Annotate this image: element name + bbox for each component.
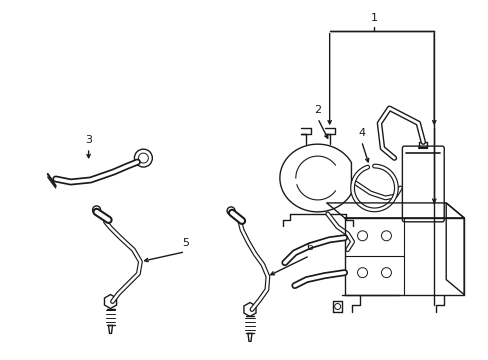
Text: 6: 6 [305,242,313,252]
Text: 5: 5 [182,238,188,248]
Text: 1: 1 [370,13,377,23]
Text: 2: 2 [313,105,321,115]
Text: 4: 4 [357,128,365,138]
Text: 3: 3 [85,135,92,145]
